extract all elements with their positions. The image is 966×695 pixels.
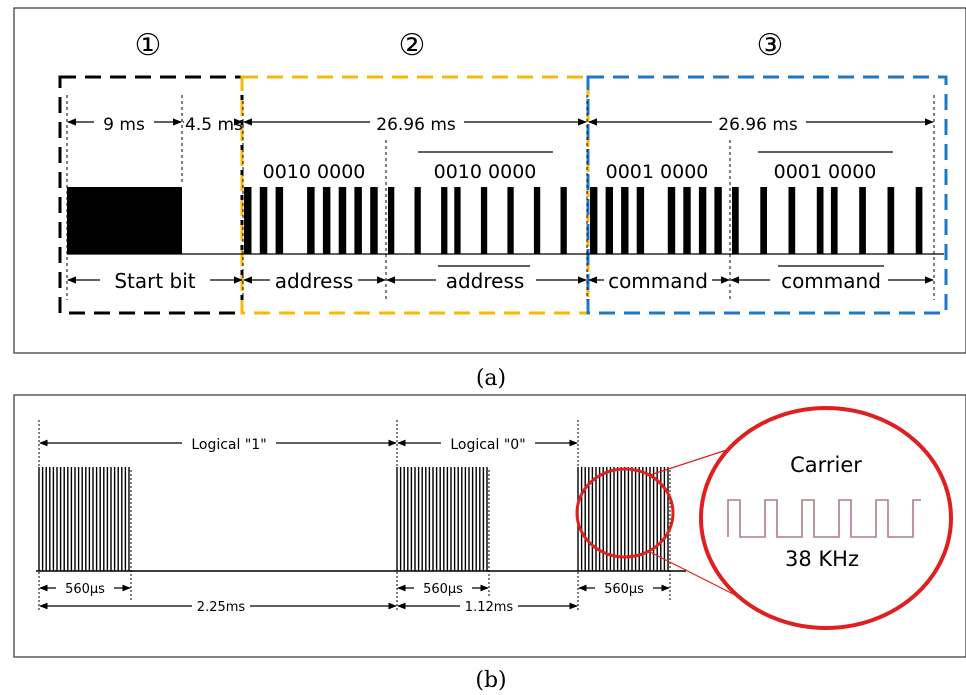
bit-pulse (816, 187, 824, 254)
bit-pulse (441, 187, 448, 254)
start-bit-label: Start bit (114, 269, 195, 293)
carrier-highlight-circle (575, 467, 675, 559)
carrier-bursts (38, 467, 669, 571)
bit-pulse (732, 187, 739, 254)
bit-pulse (454, 187, 461, 254)
bit-pulse (338, 187, 347, 254)
bit-pulse (683, 187, 691, 254)
leader-high-label: 9 ms (103, 115, 145, 135)
carrier-zoom-circle (699, 406, 953, 630)
panel-b-guides (38, 420, 671, 610)
bit-pulse (480, 187, 488, 254)
zoom-line-bottom (649, 551, 746, 601)
address-bits: 0010 0000 (263, 161, 366, 183)
bit-pulse (605, 187, 613, 254)
section-2-marker: ② (399, 28, 426, 63)
burst-1-label: 560µs (65, 582, 105, 597)
address-frame-label: 26.96 ms (376, 115, 456, 135)
bit-pulse (560, 187, 567, 254)
bit-pulse (859, 187, 866, 254)
section-1-marker: ① (135, 28, 162, 63)
carrier-square-wave (727, 499, 921, 538)
section-2-box (240, 75, 590, 315)
bit-pulse (698, 187, 707, 254)
bit-pulse (621, 187, 629, 254)
command-field-label: command (608, 269, 708, 293)
bit-pulse (388, 187, 395, 254)
command-inverse-bits: 0001 0000 (774, 161, 877, 183)
bit-pulse (259, 187, 268, 254)
address-field-label: address (275, 269, 354, 293)
leader-pulse (67, 187, 182, 254)
address-inverse-bits: 0010 0000 (434, 161, 537, 183)
bit-pulse (667, 187, 676, 254)
leader-low-label: 4.5 ms (185, 115, 243, 135)
period-one-label: 2.25ms (197, 600, 246, 615)
address-inverse-label: address (446, 269, 525, 293)
bit-pulse (533, 187, 541, 254)
command-frame-label: 26.96 ms (718, 115, 798, 135)
bit-pulse (760, 187, 767, 254)
period-zero-label: 1.12ms (465, 600, 514, 615)
bit-pulse (322, 187, 331, 254)
bit-pulse (887, 187, 895, 254)
section-3-box (586, 75, 948, 315)
bit-pulse (714, 187, 722, 254)
burst-3-label: 560µs (604, 582, 644, 597)
section-3-marker: ③ (757, 28, 784, 63)
command-bits: 0001 0000 (606, 161, 709, 183)
section-1-box (58, 75, 244, 315)
bit-pulse (244, 187, 252, 254)
bit-pulse (414, 187, 421, 254)
carrier-frequency: 38 KHz (785, 547, 859, 571)
burst-2-label: 560µs (423, 582, 463, 597)
bit-pulse (354, 187, 362, 254)
carrier-label: Carrier (790, 453, 862, 477)
data-pulses (244, 187, 923, 254)
bit-pulse (507, 187, 514, 254)
bit-pulse (590, 187, 598, 254)
caption-b: (b) (475, 668, 506, 693)
logical-one-label: Logical "1" (191, 437, 266, 453)
command-inverse-label: command (781, 269, 881, 293)
logical-zero-label: Logical "0" (450, 437, 525, 453)
bit-pulse (275, 187, 284, 254)
bit-pulse (788, 187, 796, 254)
bit-pulse (830, 187, 838, 254)
panel-b-frame (13, 394, 966, 658)
bit-pulse (636, 187, 645, 254)
panel-a-frame (13, 7, 966, 354)
bit-pulse (307, 187, 315, 254)
caption-a: (a) (476, 366, 506, 391)
bit-pulse (370, 187, 378, 254)
bit-pulse (915, 187, 923, 254)
